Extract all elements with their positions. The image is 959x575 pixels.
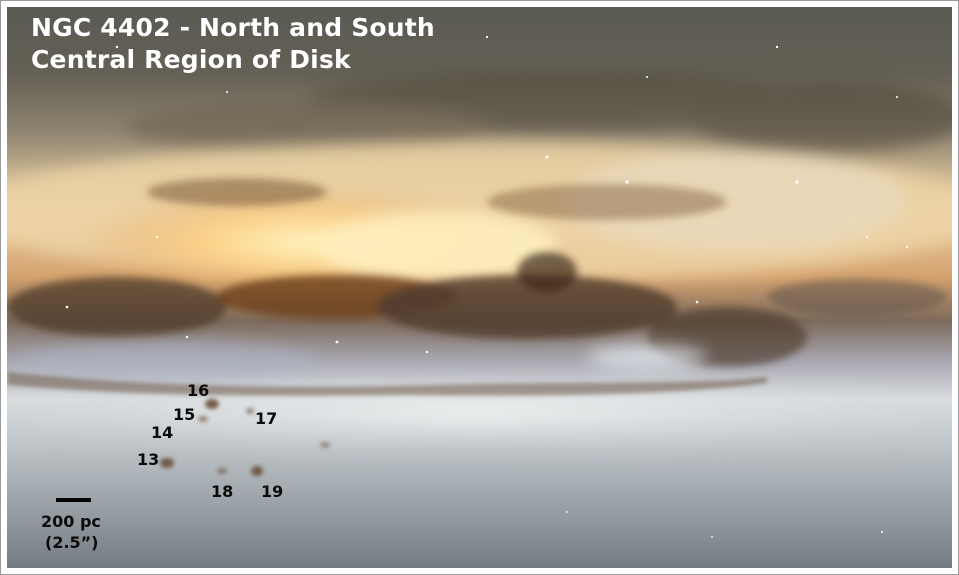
image-title-line-2: Central Region of Disk [31, 45, 351, 74]
dust-lane [7, 178, 947, 367]
marker-label-18: 18 [211, 482, 234, 501]
marker-label-15: 15 [173, 405, 196, 424]
disk-lower-edge [7, 372, 767, 396]
galaxy-rendering [7, 7, 952, 568]
scale-bar-physical-label: 200 pc [41, 512, 101, 531]
image-title-line-1: NGC 4402 - North and South [31, 13, 435, 42]
dust-clouds [160, 399, 330, 476]
marker-label-17: 17 [255, 409, 278, 428]
marker-label-14: 14 [151, 423, 174, 442]
marker-label-13: 13 [137, 450, 160, 469]
scale-bar-angular-label: (2.5”) [45, 533, 99, 552]
marker-label-16: 16 [187, 381, 210, 400]
marker-label-19: 19 [261, 482, 284, 501]
star-field [65, 35, 909, 538]
upper-dust-haze [127, 72, 952, 152]
scale-bar [56, 498, 91, 502]
stellar-disk [7, 142, 952, 297]
galaxy-image: NGC 4402 - North and South Central Regio… [7, 7, 952, 568]
